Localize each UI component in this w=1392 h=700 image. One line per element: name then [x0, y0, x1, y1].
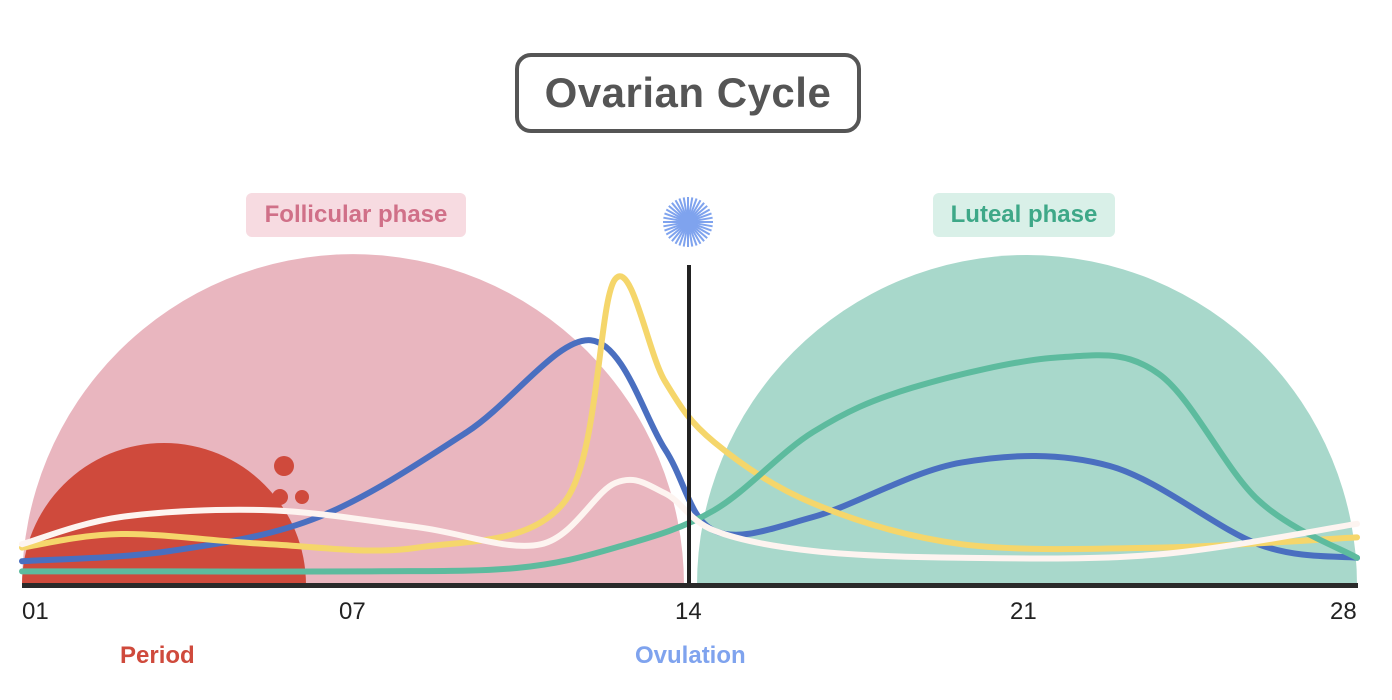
period-drop [295, 490, 309, 504]
ovulation-burst-icon [663, 197, 713, 247]
luteal-phase-area [697, 255, 1357, 585]
x-tick-label: 01 [22, 598, 49, 625]
hormone-curve-2 [19, 273, 1360, 554]
x-axis-line [22, 583, 1358, 588]
x-tick-label: 21 [1010, 598, 1037, 625]
x-tick-label: 07 [339, 598, 366, 625]
x-tick-label: 28 [1330, 598, 1357, 625]
ovulation-line [687, 265, 691, 587]
luteal-phase-label: Luteal phase [933, 193, 1115, 237]
ovulation-label: Ovulation [635, 642, 746, 669]
hormone-curves [19, 273, 1360, 575]
hormone-curve-4 [19, 476, 1360, 562]
chart-title: Ovarian Cycle [515, 53, 861, 133]
period-drop [274, 456, 294, 476]
hormone-curve-1 [19, 337, 1360, 565]
x-tick-label: 14 [675, 598, 702, 625]
hormone-curve-3 [19, 352, 1360, 575]
follicular-phase-label: Follicular phase [246, 193, 466, 237]
period-label: Period [120, 642, 195, 669]
period-drop [272, 489, 288, 505]
